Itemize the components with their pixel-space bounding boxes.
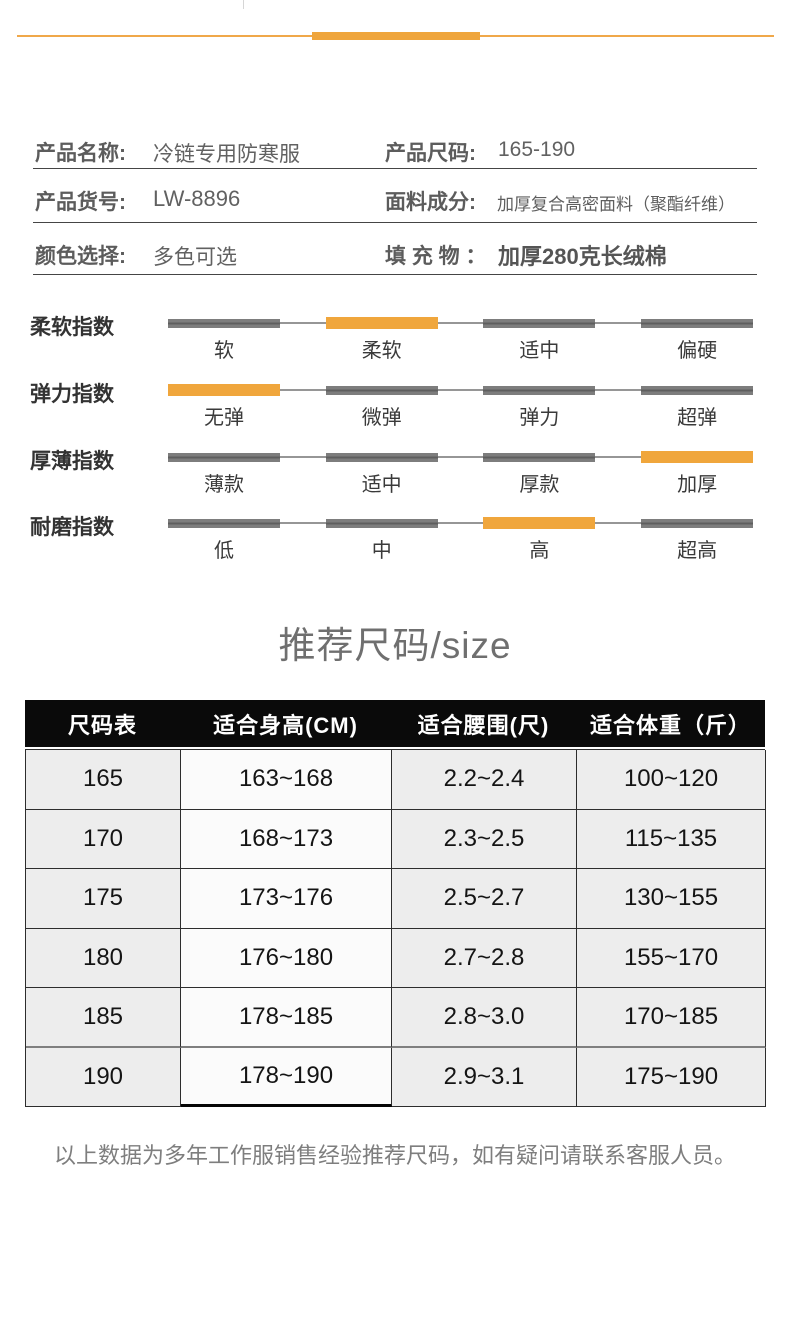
index-bar: [325, 385, 438, 395]
color-label: 颜色选择:: [35, 245, 126, 268]
product-name-label: 产品名称:: [35, 142, 126, 165]
size-table-body: 165 163~168 2.2~2.4 100~120 170 168~173 2.3~2.…: [25, 749, 766, 1107]
index-tick-label: 适中: [519, 340, 560, 362]
index-tick-label: 适中: [361, 473, 402, 496]
row-divider: [33, 222, 757, 223]
table-cell: 2.3~2.5: [392, 809, 577, 869]
top-divider-bar: [312, 32, 480, 40]
product-size-label: 产品尺码:: [385, 142, 476, 165]
index-bar-active: [483, 517, 596, 530]
table-cell: 163~168: [181, 750, 392, 810]
index-tick-label: 微弹: [361, 406, 402, 429]
top-tick-mark: [243, 0, 244, 9]
index-bar: [483, 385, 596, 395]
index-bar: [483, 452, 596, 462]
index-row-label: 弹力指数: [30, 382, 114, 406]
product-code-value: LW-8896: [153, 186, 241, 211]
table-cell: 2.9~3.1: [392, 1047, 577, 1107]
product-info-table: 产品名称: 冷链专用防寒服 产品尺码: 165-190 产品货号: LW-889…: [0, 125, 790, 280]
table-cell: 170~185: [577, 988, 766, 1048]
size-table-header: 尺码表 适合身高(CM) 适合腰围(尺) 适合体重（斤）: [25, 700, 765, 747]
index-tick-label: 超高: [677, 540, 718, 563]
filling-value: 加厚280克长绒棉: [498, 244, 667, 269]
index-row-label: 柔软指数: [30, 316, 114, 339]
index-tick-label: 软: [214, 340, 234, 362]
header-cell: 适合腰围(尺): [417, 712, 550, 738]
header-cell: 尺码表: [67, 712, 137, 738]
index-track: [168, 322, 753, 324]
table-cell: 176~180: [181, 928, 392, 988]
index-section: 柔软指数软柔软 适中 偏硬 弹力指数 无弹 微弹 弹力 超弹 厚薄指数 薄款 适中 厚款 加厚 耐磨指数低…: [0, 288, 790, 562]
index-tick-label: 弹力: [519, 406, 560, 429]
index-row: 弹力指数无弹 微弹 弹力 超弹: [0, 355, 790, 429]
index-bar: [168, 519, 280, 529]
color-value: 多色可选: [153, 246, 237, 269]
index-tick-label: 薄款: [204, 473, 244, 496]
table-cell: 178~185: [181, 988, 392, 1048]
table-cell: 190: [26, 1047, 181, 1107]
product-size-value: 165-190: [498, 138, 576, 161]
index-track: [168, 388, 753, 391]
index-bar: [641, 319, 754, 328]
index-bar: [325, 452, 438, 462]
index-row: 柔软指数软 柔软 适中 偏硬: [0, 288, 790, 362]
table-cell: 178~190: [181, 1047, 392, 1107]
table-cell: 173~176: [181, 869, 392, 929]
size-note: 以上数据为多年工作服销售经验推荐尺码，如有疑问请联系客服人员。: [53, 1143, 736, 1168]
table-cell: 175: [26, 869, 181, 929]
index-row: 厚薄指数薄款 适中 厚款 加厚: [0, 422, 790, 496]
table-cell: 170: [26, 809, 181, 869]
table-cell: 130~155: [577, 869, 766, 929]
index-row: 耐磨指数低 中 高 超高: [0, 488, 790, 562]
index-tick-label: 低: [214, 540, 234, 563]
product-code-label: 产品货号:: [35, 191, 126, 214]
fabric-label: 面料成分:: [385, 191, 476, 214]
index-bar: [641, 519, 754, 529]
table-cell: 2.5~2.7: [392, 869, 577, 929]
index-bar: [483, 319, 596, 328]
index-tick-label: 加厚: [677, 473, 718, 496]
table-cell: 2.7~2.8: [392, 928, 577, 988]
index-track: [168, 455, 753, 458]
index-row-label: 厚薄指数: [30, 449, 114, 473]
table-cell: 100~120: [577, 750, 766, 810]
index-bar: [168, 319, 280, 328]
index-tick-label: 中: [371, 540, 392, 563]
table-cell: 2.2~2.4: [392, 750, 577, 810]
size-section-title: 推荐尺码/size: [278, 625, 512, 666]
index-tick-label: 无弹: [204, 406, 244, 429]
index-bar-active: [168, 383, 280, 396]
index-bar-active: [325, 317, 438, 329]
header-cell: 适合体重（斤）: [589, 712, 751, 738]
size-table: 尺码表 适合身高(CM) 适合腰围(尺) 适合体重（斤） 165 163~168 2.2~…: [25, 700, 766, 1107]
index-tick-label: 超弹: [677, 406, 718, 429]
table-cell: 180: [26, 928, 181, 988]
index-tick-label: 柔软: [361, 340, 402, 362]
index-bar-active: [641, 450, 754, 463]
index-track: [168, 522, 753, 525]
index-tick-label: 偏硬: [677, 340, 718, 362]
index-bar: [641, 385, 754, 395]
index-bar: [325, 519, 438, 529]
table-cell: 175~190: [577, 1047, 766, 1107]
row-divider: [33, 168, 757, 169]
index-tick-label: 厚款: [519, 473, 560, 496]
index-bar: [168, 452, 280, 462]
table-cell: 2.8~3.0: [392, 988, 577, 1048]
table-cell: 115~135: [577, 809, 766, 869]
table-cell: 165: [26, 750, 181, 810]
filling-label: 填 充 物 ：: [385, 245, 487, 268]
table-cell: 168~173: [181, 809, 392, 869]
table-cell: 185: [26, 988, 181, 1048]
table-cell: 155~170: [577, 928, 766, 988]
fabric-value: 加厚复合高密面料（聚酯纤维）: [497, 195, 735, 214]
index-tick-label: 高: [529, 540, 550, 563]
product-name-value: 冷链专用防寒服: [153, 143, 300, 166]
index-row-label: 耐磨指数: [30, 516, 114, 540]
header-cell: 适合身高(CM): [213, 712, 358, 738]
row-divider: [33, 274, 757, 275]
